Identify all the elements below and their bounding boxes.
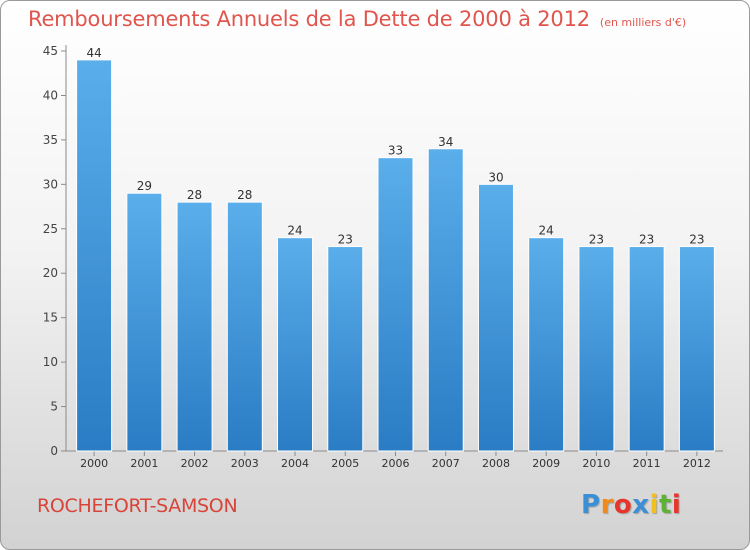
y-tick-label: 5 xyxy=(50,400,58,414)
bar xyxy=(176,201,213,452)
bar-value-label: 29 xyxy=(137,179,152,193)
bar-value-label: 23 xyxy=(689,233,704,247)
bar-value-label: 23 xyxy=(639,233,654,247)
x-tick-label: 2012 xyxy=(683,457,711,470)
bar-value-label: 30 xyxy=(488,170,503,184)
y-tick-label: 35 xyxy=(43,133,58,147)
logo-letter: t xyxy=(658,490,672,520)
bar-value-label: 23 xyxy=(338,233,353,247)
chart-subtitle: (en milliers d'€) xyxy=(599,16,687,29)
bar-value-label: 44 xyxy=(86,46,101,60)
proxiti-logo: Proxiti xyxy=(581,490,681,520)
logo-letter: i xyxy=(649,490,659,520)
x-tick-label: 2001 xyxy=(130,457,158,470)
bar xyxy=(76,59,113,452)
bar-value-label: 34 xyxy=(438,135,453,149)
bar xyxy=(226,201,263,452)
logo-letter: x xyxy=(632,490,650,520)
chart-title: Remboursements Annuels de la Dette de 20… xyxy=(28,7,686,31)
y-tick-label: 0 xyxy=(50,444,58,458)
y-tick-label: 40 xyxy=(43,88,58,102)
bars xyxy=(76,59,715,452)
logo-letter: P xyxy=(581,490,601,520)
y-tick-label: 45 xyxy=(43,44,58,58)
axes: 0 5 10 15 20 25 30 35 40 45 2000 2001 2002 2003 2004 20… xyxy=(43,44,723,470)
bar xyxy=(327,246,364,452)
x-tick-label: 2003 xyxy=(231,457,259,470)
bar xyxy=(377,157,414,452)
bar-value-label: 23 xyxy=(589,233,604,247)
bar xyxy=(528,237,565,452)
x-tick-label: 2005 xyxy=(331,457,359,470)
bar xyxy=(628,246,665,452)
x-tick-label: 2002 xyxy=(181,457,209,470)
bar xyxy=(277,237,314,452)
chart-title-text: Remboursements Annuels de la Dette de 20… xyxy=(28,7,590,31)
logo-letter: o xyxy=(613,490,633,520)
bar-value-label: 24 xyxy=(287,224,302,238)
y-tick-label: 20 xyxy=(43,266,58,280)
y-tick-label: 15 xyxy=(43,311,58,325)
y-tick-label: 25 xyxy=(43,222,58,236)
bar-value-label: 33 xyxy=(388,144,403,158)
x-tick-label: 2011 xyxy=(633,457,661,470)
x-tick-label: 2006 xyxy=(382,457,410,470)
x-tick-label: 2000 xyxy=(80,457,108,470)
y-tick-label: 30 xyxy=(43,177,58,191)
bar xyxy=(427,148,464,452)
bar-value-label: 24 xyxy=(539,224,554,238)
bar xyxy=(678,246,715,452)
x-tick-label: 2008 xyxy=(482,457,510,470)
x-tick-label: 2007 xyxy=(432,457,460,470)
x-tick-label: 2010 xyxy=(582,457,610,470)
data-labels: 44 29 28 28 24 23 33 34 30 24 23 23 23 xyxy=(86,46,704,247)
bar xyxy=(126,192,163,452)
bar xyxy=(578,246,615,452)
bar-value-label: 28 xyxy=(237,188,252,202)
x-tick-label: 2004 xyxy=(281,457,309,470)
x-tick-label: 2009 xyxy=(532,457,560,470)
logo-letter: r xyxy=(600,490,614,520)
bar-value-label: 28 xyxy=(187,188,202,202)
bar xyxy=(477,183,514,452)
y-tick-label: 10 xyxy=(43,355,58,369)
logo-letter: i xyxy=(671,490,682,520)
commune-name: ROCHEFORT-SAMSON xyxy=(37,495,238,517)
